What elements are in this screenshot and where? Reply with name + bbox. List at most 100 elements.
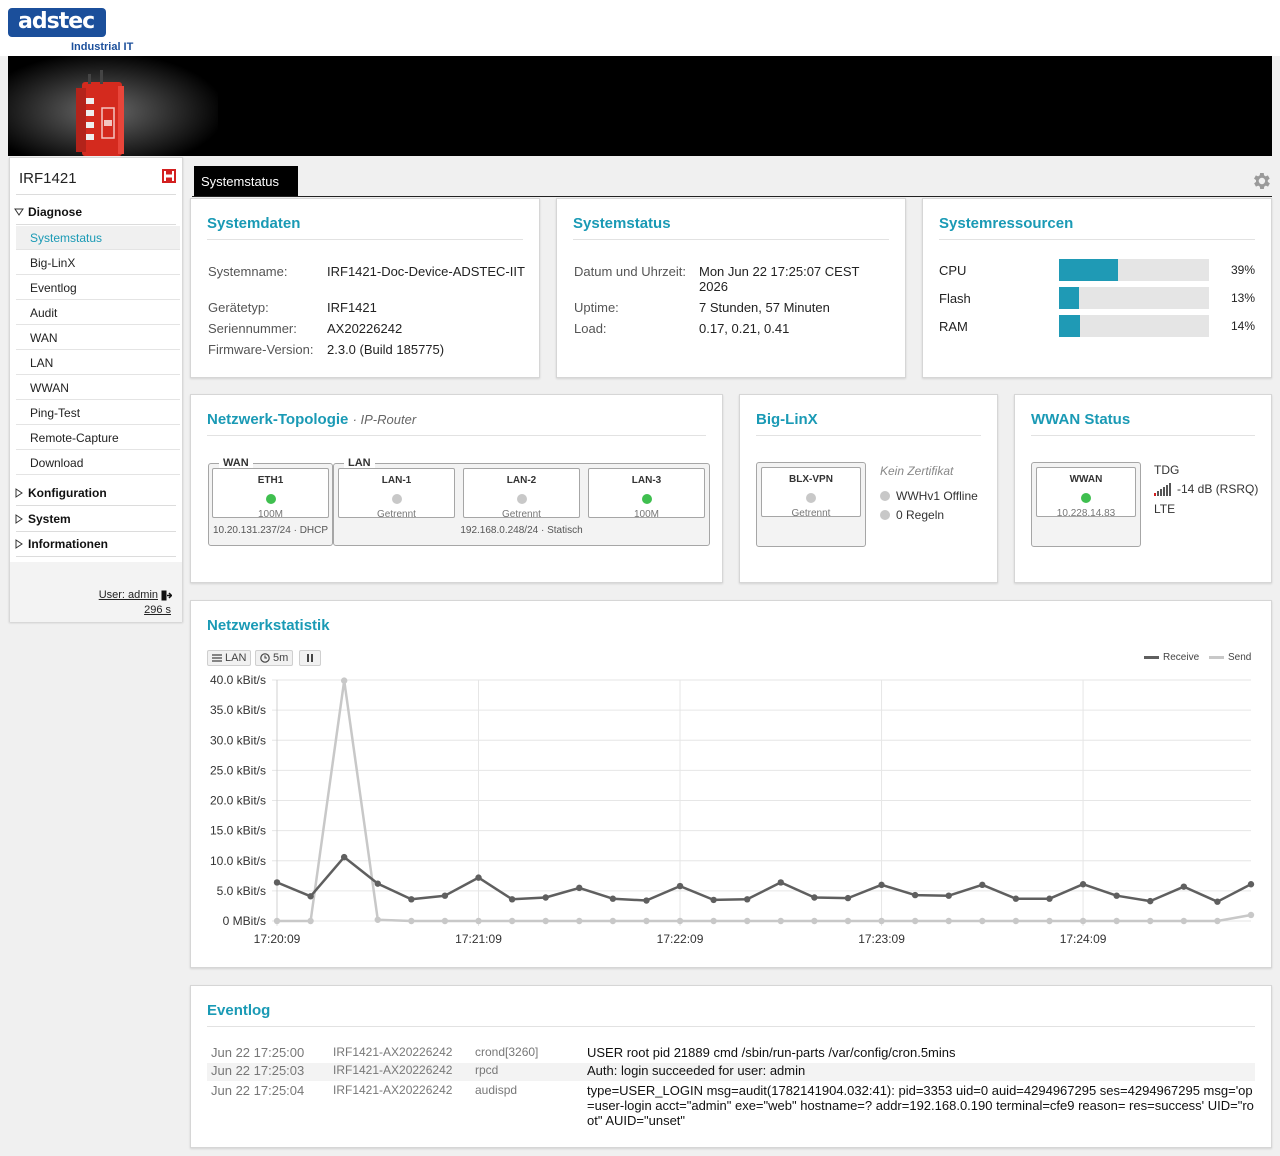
uptime-label: Uptime:	[574, 300, 619, 315]
wwan-technology: LTE	[1154, 502, 1176, 516]
card-title: Eventlog	[207, 1002, 271, 1019]
sidebar-item-eventlog[interactable]: Eventlog	[16, 276, 180, 300]
sidebar-item-big-linx[interactable]: Big-LinX	[16, 251, 180, 275]
data-point-receive	[374, 880, 381, 887]
y-tick-label: 5.0 kBit/s	[217, 884, 266, 898]
port-name: WWAN	[1069, 474, 1103, 485]
legend-swatch-send	[1209, 656, 1224, 659]
logout-link[interactable]: User: admin	[99, 589, 172, 601]
data-point-send	[408, 917, 415, 925]
legend-receive[interactable]: Receive	[1144, 652, 1199, 663]
data-point-receive	[542, 894, 549, 901]
sidebar-item-audit[interactable]: Audit	[16, 301, 180, 325]
sidebar-footer: User: admin 296 s	[10, 562, 182, 622]
y-tick-label: 10.0 kBit/s	[210, 854, 266, 868]
data-point-receive	[945, 892, 952, 899]
wan-legend: WAN	[219, 456, 253, 470]
data-point-send	[609, 917, 617, 925]
event-host: IRF1421-AX20226242	[333, 1083, 453, 1097]
sidebar-item-systemstatus[interactable]: Systemstatus	[16, 226, 180, 250]
sidebar-divider	[16, 194, 176, 195]
sidebar-group-label: Konfiguration	[28, 486, 107, 500]
card-title: Systemressourcen	[939, 215, 1074, 232]
wwan-provider: TDG	[1154, 463, 1180, 477]
wan-group: WAN ETH1 100M 10.20.131.237/24 · DHCP	[208, 456, 333, 546]
sidebar-item-download[interactable]: Download	[16, 451, 180, 475]
signal-strength-icon	[1154, 483, 1171, 496]
sidebar-group-label: Diagnose	[28, 205, 83, 219]
y-tick-label: 40.0 kBit/s	[210, 673, 266, 687]
data-point-send	[676, 917, 684, 925]
seriennummer-label: Seriennummer:	[208, 321, 297, 336]
data-point-receive	[844, 894, 852, 902]
data-point-receive	[576, 884, 583, 892]
data-point-send	[844, 917, 852, 925]
data-point-send	[1046, 917, 1053, 925]
port-lan-3[interactable]: LAN-3 100M	[588, 468, 705, 520]
eventlog-row: Jun 22 17:25:04 IRF1421-AX20226242 audis…	[207, 1083, 1255, 1131]
sidebar-group-konfiguration[interactable]: Konfiguration	[14, 486, 107, 500]
data-point-send	[1247, 911, 1255, 919]
triangle-right-icon	[15, 514, 23, 524]
card-big-linx: Big-LinX BLX-VPN Getrennt Kein Zertifika…	[739, 394, 998, 583]
x-tick-label: 17:20:09	[254, 932, 301, 946]
sidebar-item-remote-capture[interactable]: Remote-Capture	[16, 426, 180, 450]
data-point-send	[1180, 917, 1188, 925]
save-icon[interactable]	[162, 169, 176, 183]
y-tick-label: 20.0 kBit/s	[210, 794, 266, 808]
interface-select[interactable]: LAN	[207, 650, 252, 666]
card-systemdaten: Systemdaten Systemname: IRF1421-Doc-Devi…	[190, 198, 540, 378]
card-wwan-status: WWAN Status WWAN 10.228.14.83 TDG -14 dB…	[1014, 394, 1272, 583]
port-state: Getrennt	[502, 509, 541, 520]
sidebar-item-wan[interactable]: WAN	[16, 326, 180, 350]
tab-systemstatus[interactable]: Systemstatus	[194, 166, 298, 196]
router-device-image	[76, 70, 124, 156]
event-process: crond[3260]	[475, 1045, 539, 1059]
data-point-receive	[408, 896, 415, 903]
port-wwan[interactable]: WWAN 10.228.14.83	[1036, 467, 1136, 519]
wwh-status: WWHv1 Offline	[880, 489, 978, 503]
series-line-receive	[276, 855, 1252, 903]
pause-icon	[307, 654, 313, 662]
status-led-gray	[391, 494, 402, 504]
card-divider	[939, 239, 1255, 240]
wan-address: 10.20.131.237/24 · DHCP	[212, 525, 329, 536]
chart-y-axis: 0 MBit/s 5.0 kBit/s 10.0 kBit/s 15.0 kBit/s…	[210, 673, 266, 928]
logout-icon	[161, 590, 172, 600]
data-point-send	[1214, 917, 1221, 925]
port-blx-vpn[interactable]: BLX-VPN Getrennt	[761, 467, 861, 519]
card-divider	[573, 239, 889, 240]
lan-group: LAN LAN-1 Getrennt LAN-2 Getrennt LAN-3 …	[333, 456, 710, 546]
adstec-logo[interactable]: adstec	[8, 8, 106, 37]
port-eth1[interactable]: ETH1 100M	[212, 468, 329, 520]
port-lan-2[interactable]: LAN-2 Getrennt	[463, 468, 580, 520]
data-point-receive	[1079, 881, 1087, 888]
sidebar-item-wwan[interactable]: WWAN	[16, 376, 180, 400]
systemname-label: Systemname:	[208, 264, 288, 279]
interval-select[interactable]: 5m	[255, 650, 294, 666]
card-divider	[207, 1026, 1255, 1027]
event-date: Jun 22 17:25:00	[211, 1045, 305, 1060]
port-name: ETH1	[257, 475, 284, 486]
sidebar-group-system[interactable]: System	[14, 512, 71, 526]
event-message: type=USER_LOGIN msg=audit(1782141904.032…	[587, 1083, 1254, 1128]
sidebar-item-ping-test[interactable]: Ping-Test	[16, 401, 180, 425]
series-line-send	[277, 679, 1252, 923]
systemname-value: IRF1421-Doc-Device-ADSTEC-IIT	[327, 264, 525, 279]
data-point-receive	[1214, 898, 1221, 905]
gear-icon[interactable]	[1250, 170, 1272, 192]
data-point-send	[744, 917, 751, 925]
sidebar-group-label: Informationen	[28, 537, 108, 551]
sidebar-group-informationen[interactable]: Informationen	[14, 537, 108, 551]
sidebar-group-diagnose[interactable]: Diagnose	[14, 205, 82, 219]
card-divider	[1031, 435, 1255, 436]
rules-status-label: 0 Regeln	[896, 508, 945, 522]
status-dot-gray	[880, 491, 890, 501]
pause-button[interactable]	[299, 650, 321, 666]
session-timer: 296 s	[144, 604, 171, 616]
chart-series	[273, 677, 1255, 925]
sidebar-item-lan[interactable]: LAN	[16, 351, 180, 375]
data-point-receive	[878, 881, 885, 889]
legend-send[interactable]: Send	[1209, 652, 1251, 663]
port-lan-1[interactable]: LAN-1 Getrennt	[338, 468, 455, 520]
